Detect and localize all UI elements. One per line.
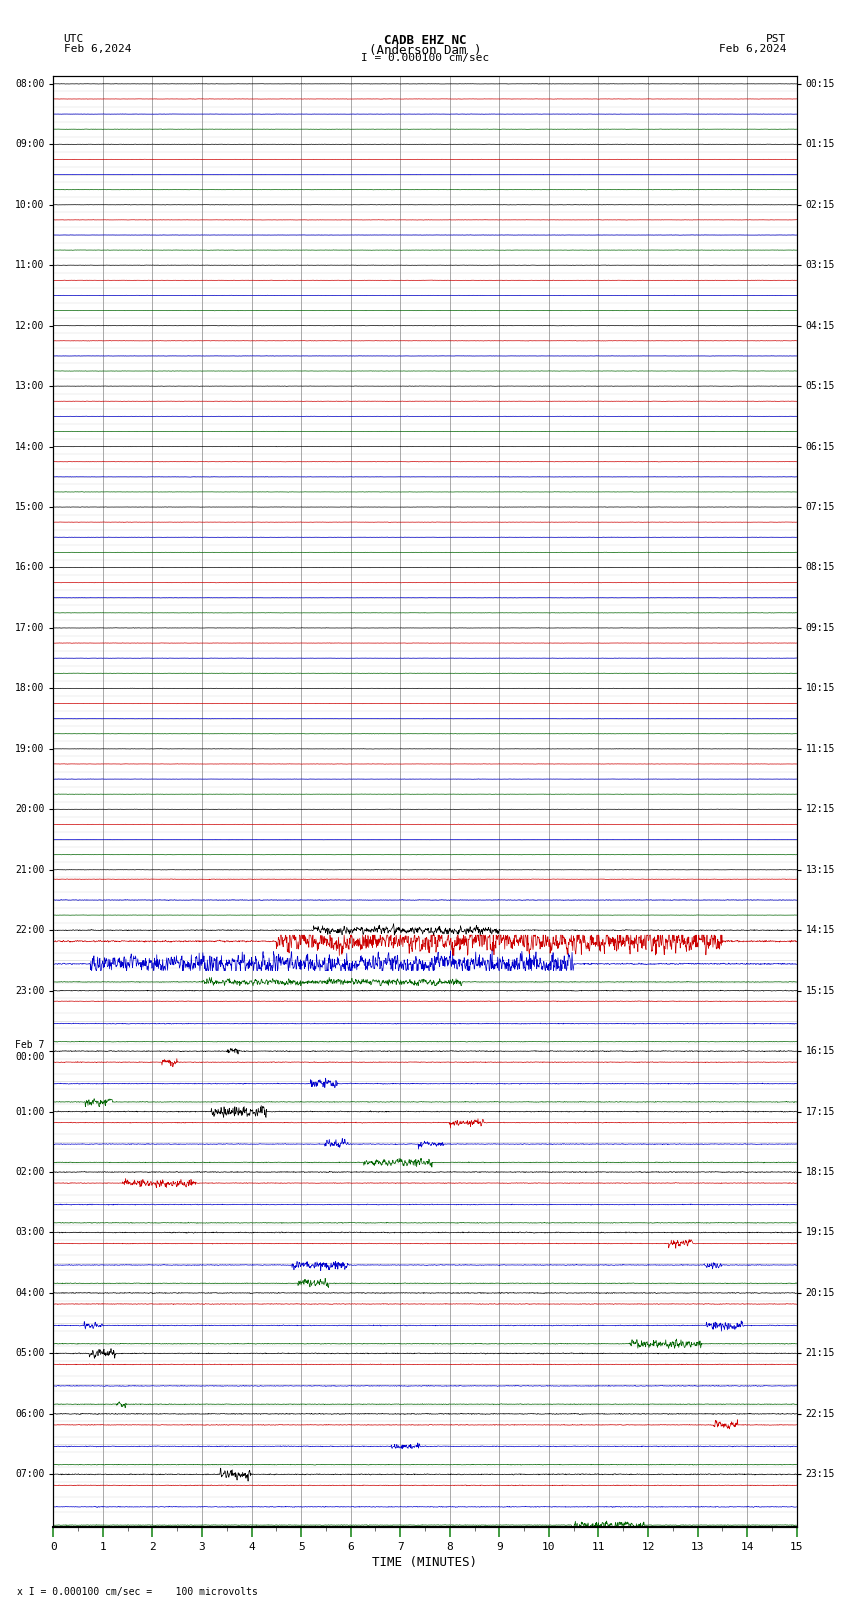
Text: UTC: UTC [64, 34, 84, 44]
Text: Feb 6,2024: Feb 6,2024 [719, 44, 786, 53]
Text: I = 0.000100 cm/sec: I = 0.000100 cm/sec [361, 53, 489, 63]
Text: x I = 0.000100 cm/sec =    100 microvolts: x I = 0.000100 cm/sec = 100 microvolts [17, 1587, 258, 1597]
Text: (Anderson Dam ): (Anderson Dam ) [369, 44, 481, 56]
Text: Feb 6,2024: Feb 6,2024 [64, 44, 131, 53]
Text: CADB EHZ NC: CADB EHZ NC [383, 34, 467, 47]
Text: PST: PST [766, 34, 786, 44]
X-axis label: TIME (MINUTES): TIME (MINUTES) [372, 1557, 478, 1569]
